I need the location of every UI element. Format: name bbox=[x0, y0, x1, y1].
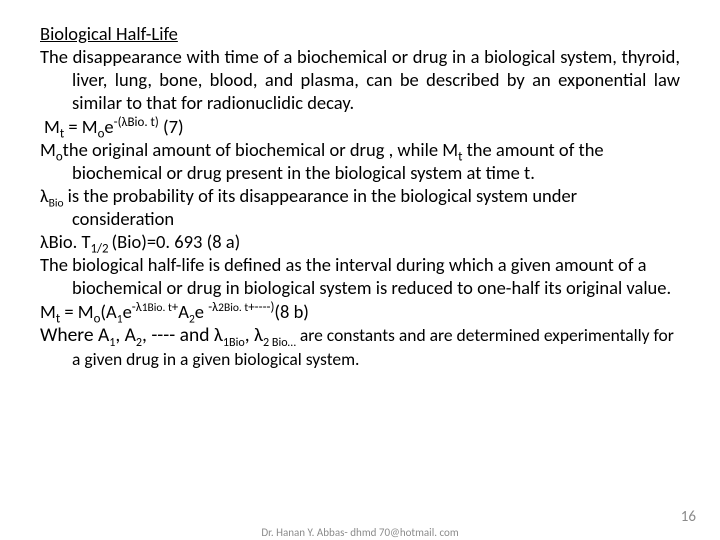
slide-title: Biological Half-Life bbox=[40, 22, 178, 45]
p3-text: λBio is the probability of its disappear… bbox=[40, 184, 577, 230]
paragraph-mo-mt: Mothe original amount of biochemical or … bbox=[40, 138, 680, 184]
eq8a-text: λBio. T1/2 (Bio)=0. 693 (8 a) bbox=[40, 230, 240, 253]
paragraph-lambda: λBio is the probability of its disappear… bbox=[40, 184, 680, 230]
p5-text: Where A1, A2, ---- and λ1Bio, λ2 Bio… ar… bbox=[40, 323, 674, 371]
title-line: Biological Half-Life bbox=[40, 22, 680, 45]
equation-8b: Mt = Mo(A1e-λ1Bio. t+A2e -λ2Bio. t+----)… bbox=[40, 300, 680, 323]
paragraph-constants: Where A1, A2, ---- and λ1Bio, λ2 Bio… ar… bbox=[40, 323, 680, 372]
eq7-text: Mt = Moe-(λBio. t) (7) bbox=[44, 115, 184, 138]
eq8b-text: Mt = Mo(A1e-λ1Bio. t+A2e -λ2Bio. t+----)… bbox=[40, 300, 309, 323]
equation-7: Mt = Moe-(λBio. t) (7) bbox=[40, 115, 680, 138]
paragraph-halflife-def: The biological half-life is defined as t… bbox=[40, 253, 680, 299]
p2-text: Mothe original amount of biochemical or … bbox=[40, 138, 604, 184]
equation-8a: λBio. T1/2 (Bio)=0. 693 (8 a) bbox=[40, 230, 680, 253]
slide-body: Biological Half-Life The disappearance w… bbox=[0, 0, 720, 371]
footer-page-number: 16 bbox=[681, 508, 696, 526]
footer-author: Dr. Hanan Y. Abbas- dhmd 70@hotmail. com bbox=[0, 526, 720, 539]
paragraph-intro: The disappearance with time of a biochem… bbox=[40, 45, 680, 114]
